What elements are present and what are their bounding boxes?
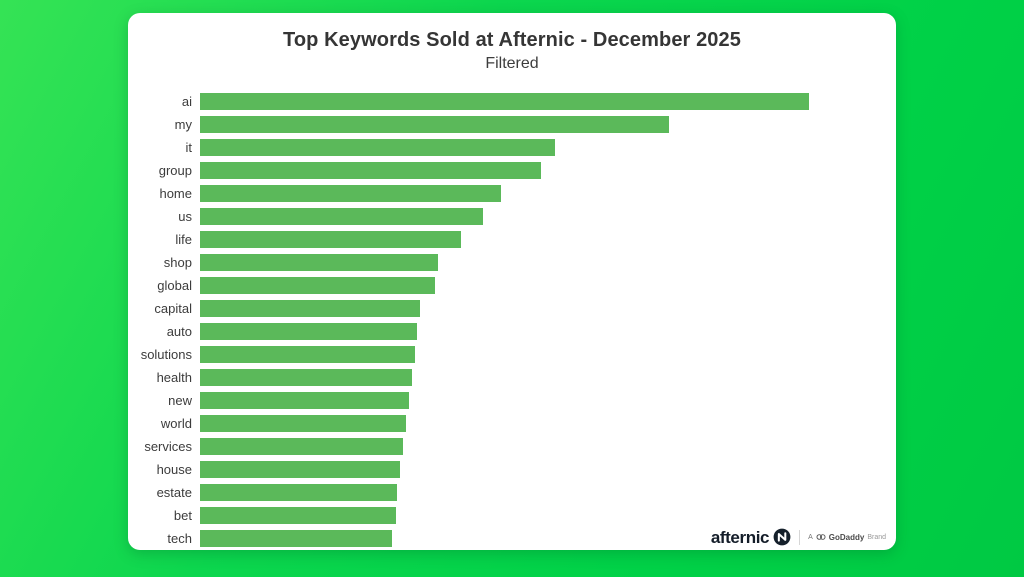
- bar-track: [200, 93, 809, 110]
- godaddy-logo-icon: [816, 534, 826, 540]
- category-label: shop: [163, 255, 192, 270]
- bar-track: [200, 300, 809, 317]
- chart-row: shop: [128, 251, 896, 274]
- chart-row: services: [128, 435, 896, 458]
- chart-row: health: [128, 366, 896, 389]
- chart-row: estate: [128, 481, 896, 504]
- godaddy-tagline: A GoDaddy Brand: [808, 532, 886, 542]
- category-label: world: [160, 416, 192, 431]
- chart-row: tech: [128, 527, 896, 550]
- bar-track: [200, 415, 809, 432]
- category-label: bet: [173, 508, 192, 523]
- category-label: home: [159, 186, 192, 201]
- chart-row: house: [128, 458, 896, 481]
- bar-track: [200, 507, 809, 524]
- chart-row: it: [128, 136, 896, 159]
- bar: [200, 461, 400, 478]
- bar: [200, 231, 462, 248]
- chart-card: Top Keywords Sold at Afternic - December…: [128, 13, 896, 550]
- category-label: health: [156, 370, 192, 385]
- bar: [200, 300, 420, 317]
- chart-row: ai: [128, 90, 896, 113]
- category-label: group: [158, 163, 192, 178]
- category-label: services: [144, 439, 192, 454]
- category-label: auto: [166, 324, 192, 339]
- bar-track: [200, 208, 809, 225]
- bar-chart: ai my it group home us life shop global capital au…: [128, 90, 896, 550]
- bar: [200, 346, 415, 363]
- afternic-mark-icon: [773, 528, 791, 546]
- bar-track: [200, 162, 809, 179]
- chart-row: life: [128, 228, 896, 251]
- category-label: new: [168, 393, 192, 408]
- bar: [200, 530, 392, 547]
- bar: [200, 392, 409, 409]
- brand-footer: afternic A GoDaddy Brand: [711, 528, 886, 546]
- category-label: estate: [156, 485, 192, 500]
- bar-track: [200, 461, 809, 478]
- chart-row: world: [128, 412, 896, 435]
- category-label: solutions: [140, 347, 192, 362]
- tagline-suffix: Brand: [867, 533, 886, 541]
- category-label: capital: [154, 301, 192, 316]
- chart-subtitle: Filtered: [485, 55, 539, 72]
- chart-row: auto: [128, 320, 896, 343]
- chart-row: solutions: [128, 343, 896, 366]
- bar-track: [200, 369, 809, 386]
- chart-row: my: [128, 113, 896, 136]
- bar: [200, 93, 809, 110]
- bar-track: [200, 484, 809, 501]
- bar: [200, 438, 403, 455]
- bar-track: [200, 139, 809, 156]
- bar: [200, 254, 439, 271]
- bar: [200, 323, 417, 340]
- bar-track: [200, 530, 809, 547]
- category-label: life: [175, 232, 192, 247]
- bar-track: [200, 277, 809, 294]
- chart-row: us: [128, 205, 896, 228]
- bar-track: [200, 323, 809, 340]
- chart-title: Top Keywords Sold at Afternic - December…: [283, 29, 741, 51]
- bar-track: [200, 254, 809, 271]
- bar: [200, 185, 501, 202]
- bar-track: [200, 346, 809, 363]
- tagline-brand: GoDaddy: [828, 532, 865, 542]
- bar-track: [200, 438, 809, 455]
- bar-track: [200, 185, 809, 202]
- category-label: house: [156, 462, 192, 477]
- bar: [200, 277, 436, 294]
- bar: [200, 116, 669, 133]
- footer-divider: [799, 529, 801, 545]
- bar: [200, 484, 397, 501]
- category-label: my: [174, 117, 192, 132]
- bar: [200, 208, 484, 225]
- chart-row: bet: [128, 504, 896, 527]
- bar-track: [200, 116, 809, 133]
- afternic-wordmark: afternic: [710, 527, 770, 547]
- category-label: global: [157, 278, 192, 293]
- bar-track: [200, 392, 809, 409]
- tagline-prefix: A: [808, 533, 813, 541]
- bar: [200, 162, 542, 179]
- category-label: tech: [167, 531, 192, 546]
- category-label: us: [178, 209, 192, 224]
- chart-row: home: [128, 182, 896, 205]
- chart-row: global: [128, 274, 896, 297]
- category-label: it: [185, 140, 193, 155]
- bar: [200, 369, 412, 386]
- chart-row: new: [128, 389, 896, 412]
- bar: [200, 139, 556, 156]
- category-label: ai: [181, 94, 192, 109]
- bar: [200, 507, 397, 524]
- bar-track: [200, 231, 809, 248]
- chart-row: group: [128, 159, 896, 182]
- bar: [200, 415, 406, 432]
- chart-row: capital: [128, 297, 896, 320]
